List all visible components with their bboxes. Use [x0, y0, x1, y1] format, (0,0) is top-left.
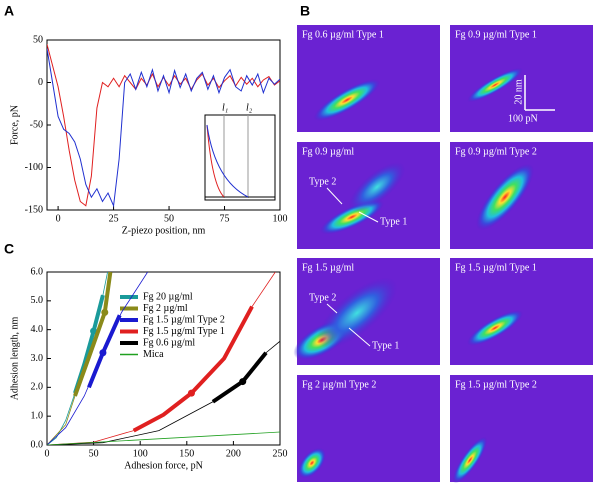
density-blob	[467, 67, 523, 103]
image-label: Fg 0.9 µg/ml Type 1	[455, 29, 537, 40]
mean-point	[187, 389, 195, 397]
data-line	[47, 44, 280, 207]
image-label: Fg 1.5 µg/ml Type 1	[455, 262, 537, 273]
density-blob	[466, 310, 524, 346]
image-label: Fg 0.6 µg/ml Type 1	[302, 29, 384, 40]
x-axis-label: Adhesion force, pN	[124, 460, 203, 471]
annotation-arrow	[326, 303, 338, 314]
y-tick-label: 6.0	[31, 266, 44, 277]
data-range	[73, 272, 113, 397]
panel-label: A	[4, 3, 14, 19]
y-tick-label: 0	[38, 77, 43, 88]
annotation: Type 2	[309, 292, 336, 303]
annotation: Type 1	[372, 340, 399, 351]
y-axis-label: Force, pN	[9, 105, 20, 145]
legend-label: Fg 1.5 µg/ml Type 2	[143, 314, 225, 325]
y-tick-label: 4.0	[31, 324, 44, 335]
x-tick-label: 100	[133, 448, 148, 459]
density-blob	[475, 163, 535, 231]
legend-label: Fg 1.5 µg/ml Type 1	[143, 326, 225, 337]
x-tick-label: 250	[273, 448, 288, 459]
legend-label: Fg 2 µg/ml	[143, 303, 188, 314]
x-tick-label: 75	[220, 213, 230, 224]
density-blob	[298, 447, 326, 479]
mean-point	[101, 308, 109, 316]
y-tick-label: 3.0	[31, 353, 44, 364]
density-blob	[313, 79, 381, 121]
mean-point	[90, 327, 98, 335]
y-tick-label: 50	[33, 34, 43, 45]
x-tick-label: 0	[45, 448, 50, 459]
image-label: Fg 2 µg/ml Type 2	[302, 379, 376, 390]
data-line	[47, 48, 280, 208]
y-tick-label: 5.0	[31, 295, 44, 306]
heatmap: Fg 0.9 µg/ml Type 2 Type 1	[297, 142, 440, 249]
legend-label: Mica	[143, 349, 164, 360]
panel-label: B	[300, 3, 310, 19]
x-tick-label: 100	[273, 213, 288, 224]
inset-curve	[206, 124, 225, 198]
annotation-arrow	[326, 187, 343, 205]
inset-label: l₁	[222, 102, 228, 113]
x-tick-label: 200	[226, 448, 241, 459]
y-tick-label: -150	[25, 204, 43, 215]
fit-curve	[47, 431, 280, 445]
image-label: Fg 1.5 µg/ml Type 2	[455, 379, 537, 390]
inset-curve	[206, 124, 249, 198]
density-blob	[316, 277, 398, 349]
heatmap: Fg 0.9 µg/ml Type 1	[450, 25, 593, 132]
heatmap: Fg 0.6 µg/ml Type 1	[297, 25, 440, 132]
inset-label: l₂	[246, 102, 253, 113]
legend-label: Fg 20 µg/ml	[143, 291, 193, 302]
heatmap: Fg 0.9 µg/ml Type 2	[450, 142, 593, 249]
heatmap: Fg 2 µg/ml Type 2	[297, 375, 440, 482]
annotation-arrow	[348, 327, 371, 347]
scale-label: 20 nm	[513, 79, 524, 105]
legend-label: Fg 0.6 µg/ml	[143, 337, 195, 348]
x-axis-label: Z-piezo position, nm	[122, 225, 206, 236]
density-blob	[452, 436, 488, 484]
scale-label: 100 pN	[508, 113, 538, 124]
x-tick-label: 50	[89, 448, 99, 459]
y-tick-label: 1.0	[31, 410, 44, 421]
inset: l₁ l₂	[204, 102, 276, 201]
y-tick-label: -100	[25, 162, 43, 173]
heatmap: Fg 1.5 µg/ml Type 2 Type 1	[293, 258, 440, 365]
image-label: Fg 0.9 µg/ml Type 2	[455, 146, 537, 157]
image-label: Fg 0.9 µg/ml	[302, 146, 354, 157]
inset-frame	[204, 114, 276, 201]
mean-point	[239, 378, 247, 386]
density-blob	[348, 162, 406, 212]
heatmap-bg	[450, 25, 593, 132]
image-label: Fg 1.5 µg/ml	[302, 262, 354, 273]
heatmap: Fg 1.5 µg/ml Type 1	[450, 258, 593, 365]
annotation: Type 1	[380, 216, 407, 227]
x-tick-label: 25	[109, 213, 119, 224]
y-tick-label: -50	[30, 119, 43, 130]
annotation: Type 2	[309, 176, 336, 187]
panel-label: C	[4, 241, 14, 257]
annotation-arrow	[358, 211, 379, 223]
y-axis-label: Adhesion length, nm	[9, 316, 20, 400]
heatmap: Fg 1.5 µg/ml Type 2	[450, 375, 593, 484]
y-tick-label: 0.0	[31, 439, 44, 450]
x-tick-label: 0	[56, 213, 61, 224]
y-tick-label: 2.0	[31, 382, 44, 393]
mean-point	[99, 349, 107, 357]
x-tick-label: 150	[179, 448, 194, 459]
x-tick-label: 50	[164, 213, 174, 224]
